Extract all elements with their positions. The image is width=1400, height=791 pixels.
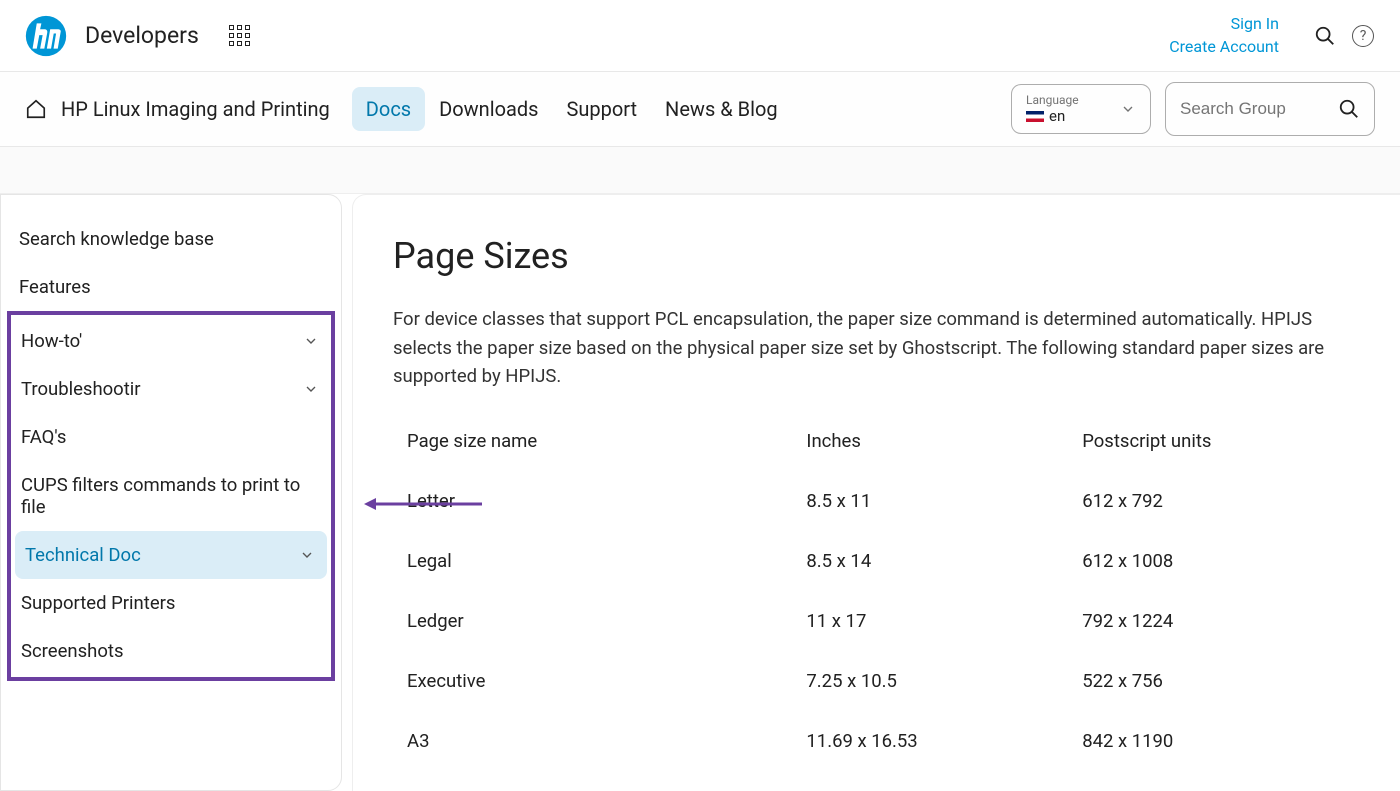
table-row: Ledger11 x 17792 x 1224: [393, 591, 1372, 651]
sidebar-item[interactable]: Technical Doc: [15, 531, 327, 579]
page-description: For device classes that support PCL enca…: [393, 305, 1372, 391]
table-cell: Ledger: [407, 610, 806, 632]
table-cell: Letter: [407, 490, 806, 512]
table-row: Letter8.5 x 11612 x 792: [393, 471, 1372, 531]
content-area: Search knowledge base Features How-to' Tro…: [0, 194, 1400, 791]
chevron-down-icon: [303, 380, 319, 398]
sidebar-item[interactable]: Troubleshootir: [11, 365, 331, 413]
chevron-down-icon: [303, 332, 319, 350]
apps-grid-icon[interactable]: [229, 25, 250, 46]
table-cell: 522 x 756: [1082, 670, 1358, 692]
table-row: A311.69 x 16.53842 x 1190: [393, 711, 1372, 771]
sidebar-item[interactable]: Supported Printers: [11, 579, 331, 627]
language-select[interactable]: Language en: [1011, 84, 1151, 134]
table-cell: 842 x 1190: [1082, 730, 1358, 752]
table-cell: 792 x 1224: [1082, 610, 1358, 632]
nav-tabs: DocsDownloadsSupportNews & Blog: [352, 87, 792, 131]
table-cell: Executive: [407, 670, 806, 692]
sidebar-item[interactable]: Features: [1, 263, 341, 311]
hp-logo[interactable]: [25, 15, 67, 57]
table-cell: 8.5 x 14: [806, 550, 1082, 572]
table-header: Page size name: [407, 430, 806, 452]
table-row: Legal8.5 x 14612 x 1008: [393, 531, 1372, 591]
table-row: Executive7.25 x 10.5522 x 756: [393, 651, 1372, 711]
table-header-row: Page size name Inches Postscript units: [393, 411, 1372, 471]
page-title: Page Sizes: [393, 235, 1372, 277]
language-value: en: [1026, 107, 1079, 125]
sidebar-item[interactable]: Search knowledge base: [1, 215, 341, 263]
sidebar-item-label: Screenshots: [21, 640, 124, 662]
sub-nav-spacer: [0, 147, 1400, 194]
sidebar-item-label: How-to': [21, 330, 82, 352]
table-cell: 11.69 x 16.53: [806, 730, 1082, 752]
table-cell: A3: [407, 730, 806, 752]
sidebar-item[interactable]: CUPS filters commands to print to file: [11, 461, 331, 531]
search-input[interactable]: [1180, 99, 1330, 119]
sidebar-item-label: CUPS filters commands to print to file: [21, 474, 319, 518]
main-content: Page Sizes For device classes that suppo…: [352, 194, 1400, 791]
create-account-link[interactable]: Create Account: [1169, 36, 1279, 58]
language-label: Language: [1026, 93, 1079, 107]
nav-bar: HP Linux Imaging and Printing DocsDownlo…: [0, 72, 1400, 147]
sidebar: Search knowledge base Features How-to' Tro…: [0, 194, 342, 791]
sidebar-item-label: FAQ's: [21, 426, 66, 448]
table-header: Inches: [806, 430, 1082, 452]
table-cell: 612 x 1008: [1082, 550, 1358, 572]
search-icon[interactable]: [1313, 24, 1337, 48]
chevron-down-icon: [299, 546, 315, 564]
table-cell: Legal: [407, 550, 806, 572]
page-sizes-table: Page size name Inches Postscript units L…: [393, 411, 1372, 771]
table-cell: 7.25 x 10.5: [806, 670, 1082, 692]
sidebar-item-label: Features: [19, 276, 91, 298]
site-name[interactable]: HP Linux Imaging and Printing: [61, 97, 330, 121]
top-bar: Developers Sign In Create Account ?: [0, 0, 1400, 72]
search-icon[interactable]: [1338, 98, 1360, 120]
help-icon[interactable]: ?: [1351, 24, 1375, 48]
nav-tab-docs[interactable]: Docs: [352, 87, 425, 131]
nav-tab-support[interactable]: Support: [552, 87, 651, 131]
nav-tab-news-blog[interactable]: News & Blog: [651, 87, 792, 131]
sidebar-item[interactable]: Screenshots: [11, 627, 331, 675]
sign-in-link[interactable]: Sign In: [1231, 13, 1279, 35]
sidebar-item[interactable]: How-to': [11, 317, 331, 365]
sidebar-item-label: Search knowledge base: [19, 228, 214, 250]
table-cell: 11 x 17: [806, 610, 1082, 632]
sidebar-item[interactable]: FAQ's: [11, 413, 331, 461]
sidebar-highlight-annotation: How-to' Troubleshootir FAQ's CUPS filters c…: [7, 311, 335, 681]
brand-title[interactable]: Developers: [85, 22, 199, 49]
chevron-down-icon: [1120, 101, 1136, 117]
nav-tab-downloads[interactable]: Downloads: [425, 87, 552, 131]
table-header: Postscript units: [1082, 430, 1358, 452]
table-cell: 8.5 x 11: [806, 490, 1082, 512]
account-links: Sign In Create Account: [1169, 13, 1279, 58]
sidebar-item-label: Troubleshootir: [21, 378, 141, 400]
home-icon[interactable]: [25, 98, 47, 120]
table-cell: 612 x 792: [1082, 490, 1358, 512]
sidebar-item-label: Supported Printers: [21, 592, 175, 614]
flag-icon: [1026, 111, 1044, 122]
sidebar-item-label: Technical Doc: [25, 544, 141, 566]
search-group[interactable]: [1165, 82, 1375, 136]
